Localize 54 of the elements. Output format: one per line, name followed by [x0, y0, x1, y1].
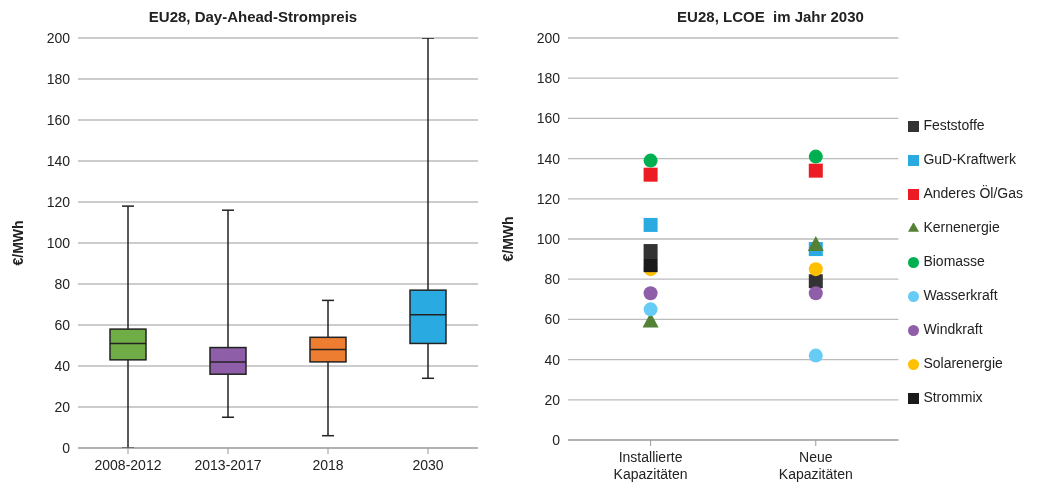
y-tick-label: 60 — [544, 311, 561, 328]
y-tick-label: 0 — [552, 431, 561, 448]
y-tick-label: 20 — [544, 391, 561, 408]
chart-title: EU28, Day-Ahead-Strompreis — [147, 8, 359, 27]
y-tick-label: 0 — [62, 439, 71, 456]
y-axis-title: €/MWh — [9, 220, 26, 266]
legend-label: Anderes Öl/Gas — [923, 185, 1023, 201]
legend-label: Solarenergie — [923, 355, 1003, 371]
y-tick-label: 20 — [54, 398, 71, 415]
point — [807, 236, 824, 252]
y-tick-label: 80 — [54, 275, 71, 292]
point — [643, 217, 658, 232]
y-tick-label: 120 — [536, 190, 561, 207]
chart-title: EU28, LCOE im Jahr 2030 — [676, 8, 865, 27]
point — [643, 153, 658, 168]
point — [808, 262, 823, 277]
point — [643, 258, 658, 273]
x-tick-label: 2013-2017 — [194, 457, 262, 473]
x-tick-label: 2030 — [412, 457, 444, 473]
point — [808, 163, 823, 178]
y-axis-title: €/MWh — [499, 216, 516, 262]
y-tick-label: 80 — [544, 271, 561, 288]
y-tick-label: 160 — [46, 111, 71, 128]
point — [643, 286, 658, 301]
point — [643, 167, 658, 182]
y-tick-label: 60 — [54, 316, 71, 333]
x-tick-label: Neue Kapazitäten — [778, 449, 853, 482]
y-tick-label: 140 — [536, 150, 561, 167]
legend-label: Kernenergie — [923, 219, 1000, 235]
y-tick-label: 40 — [54, 357, 71, 374]
legend-label: Windkraft — [923, 321, 983, 337]
y-tick-label: 40 — [544, 351, 561, 368]
y-tick-label: 180 — [46, 70, 71, 87]
x-tick-label: 2018 — [312, 457, 344, 473]
point — [643, 302, 658, 317]
y-tick-label: 200 — [536, 29, 561, 46]
y-tick-label: 140 — [46, 152, 71, 169]
point — [808, 149, 823, 164]
legend-label: Feststoffe — [923, 117, 985, 133]
y-tick-label: 100 — [536, 230, 561, 247]
point — [643, 244, 658, 259]
point — [808, 286, 823, 301]
legend-label: Wasserkraft — [923, 287, 998, 303]
legend-label: Strommix — [923, 389, 983, 405]
legend-label: Biomasse — [923, 253, 985, 269]
y-tick-label: 200 — [46, 29, 71, 46]
point — [808, 348, 823, 363]
x-tick-label: Installierte Kapazitäten — [613, 449, 688, 482]
y-tick-label: 160 — [536, 110, 561, 127]
y-tick-label: 180 — [536, 70, 561, 87]
y-tick-label: 100 — [46, 234, 71, 251]
x-tick-label: 2008-2012 — [94, 457, 162, 473]
legend-label: GuD-Kraftwerk — [923, 151, 1016, 167]
y-tick-label: 120 — [46, 193, 71, 210]
